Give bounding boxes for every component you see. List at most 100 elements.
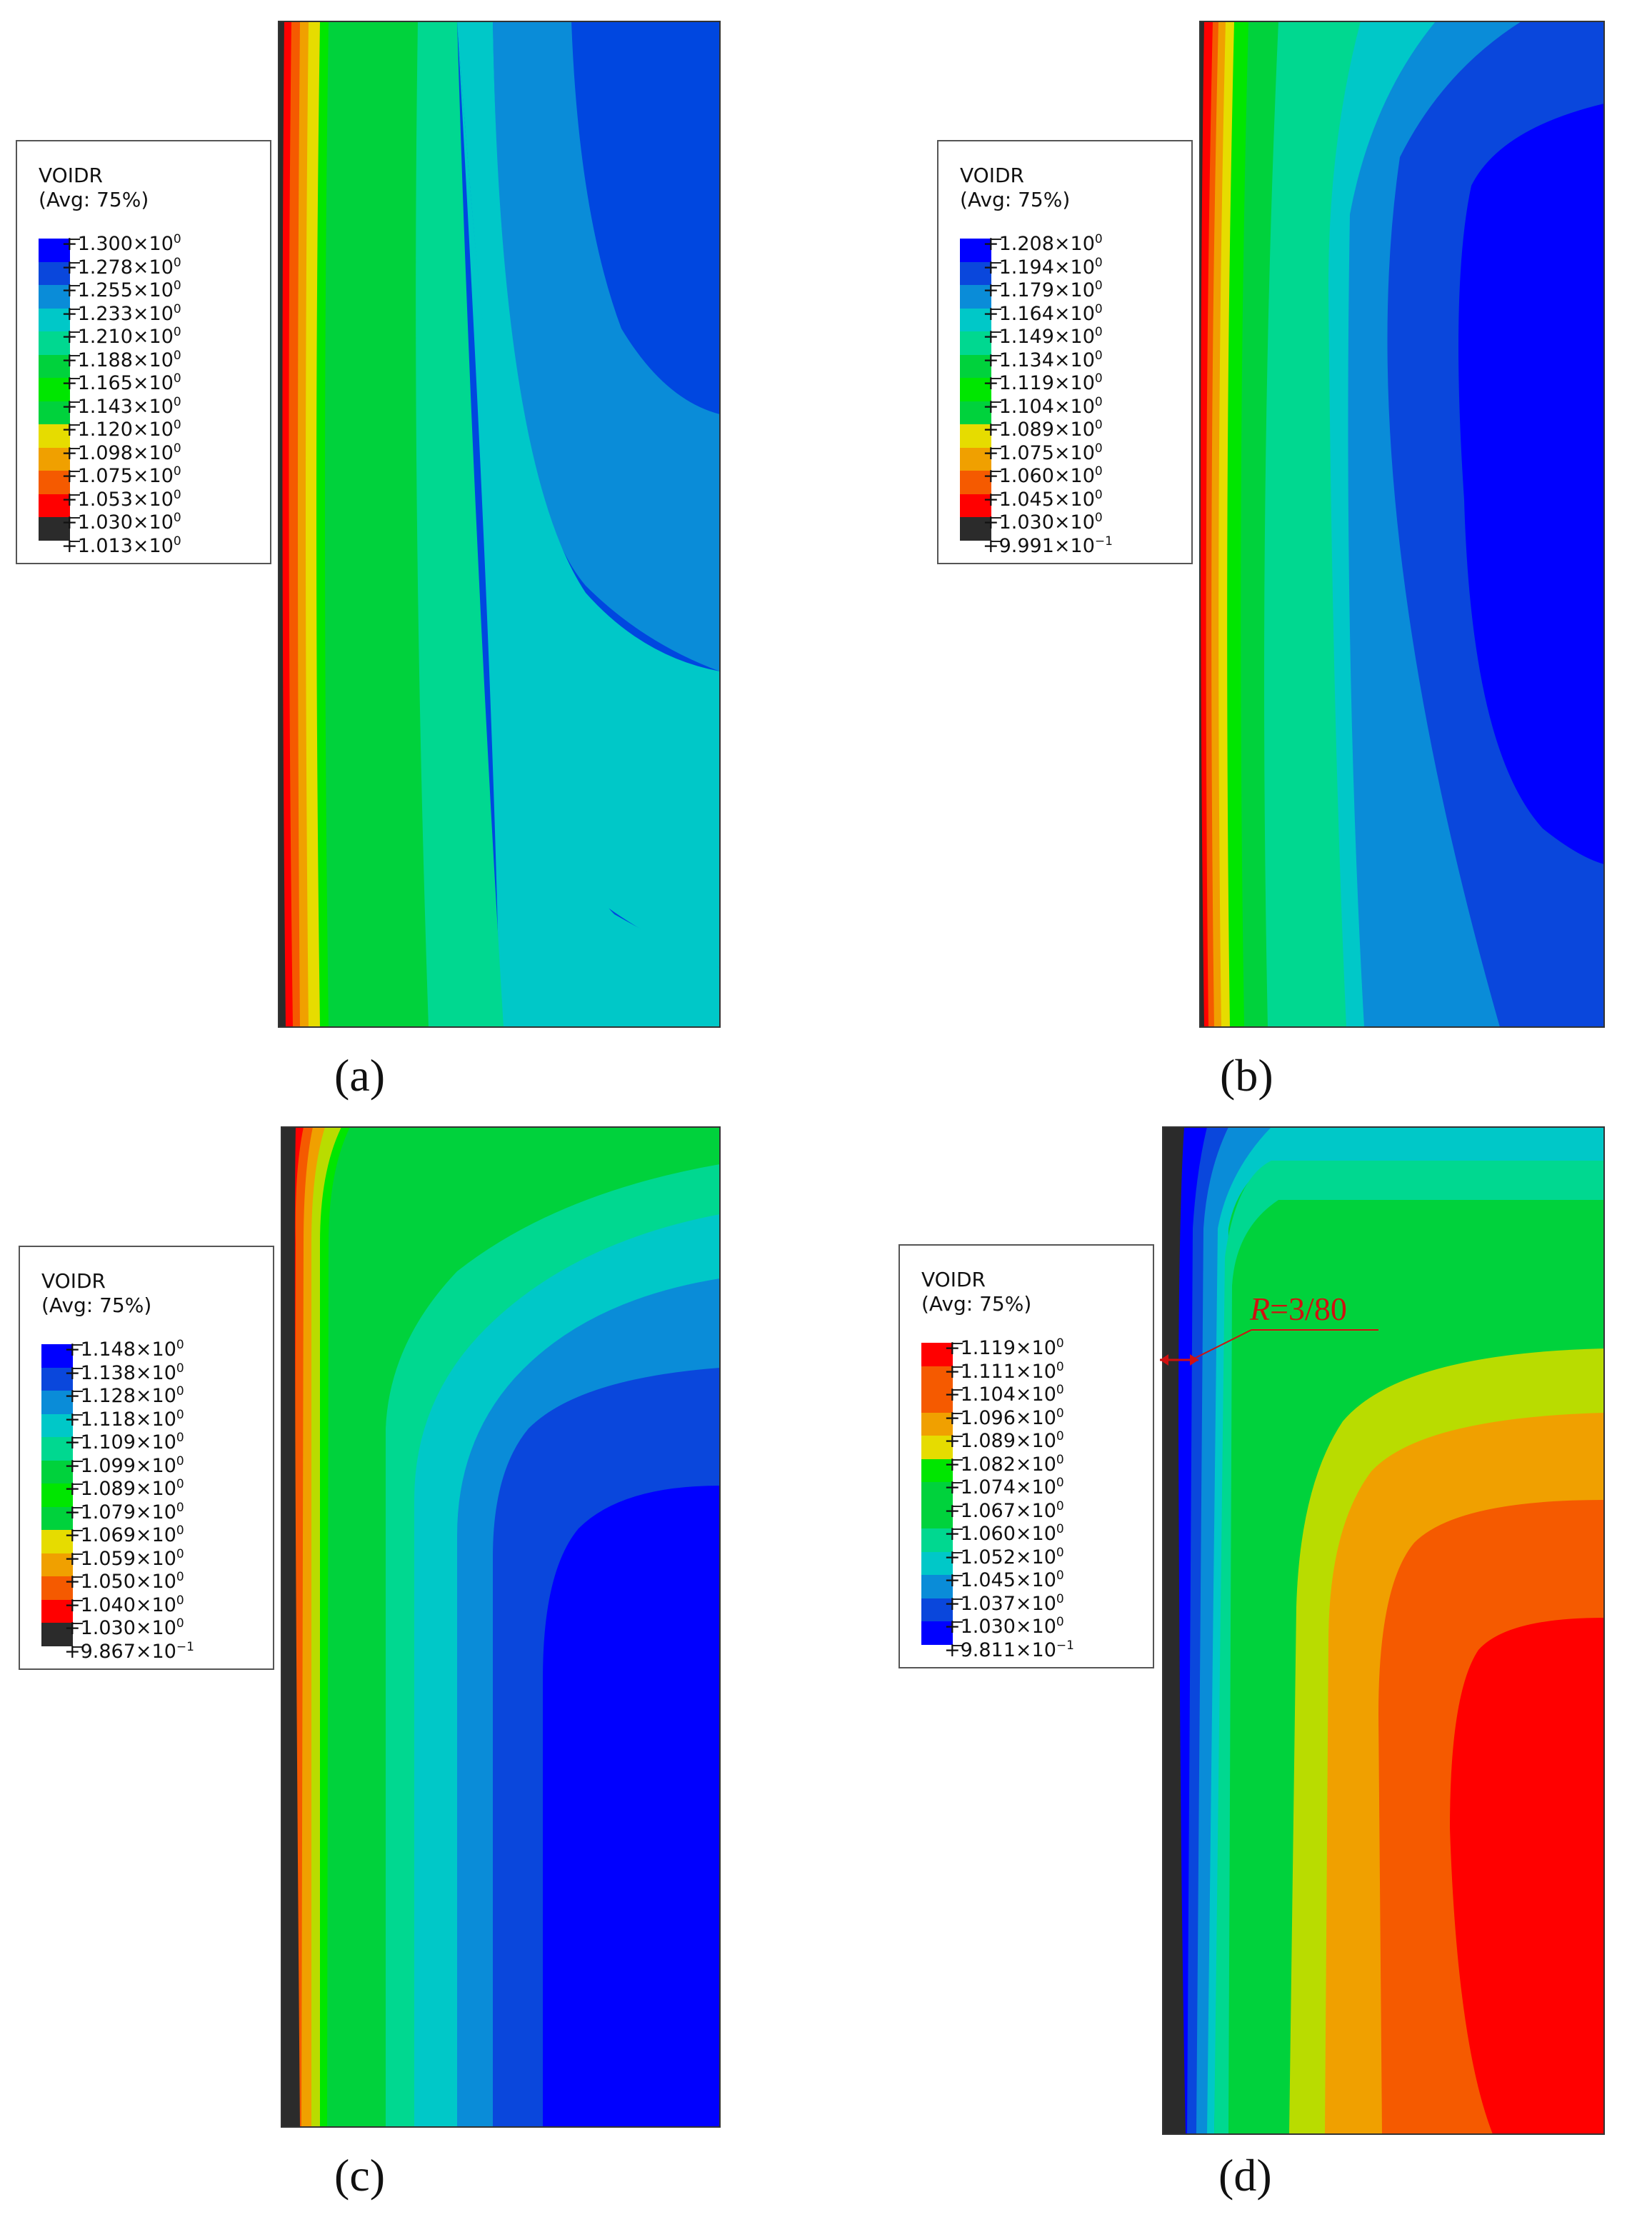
legend-label: +1.255×100	[61, 275, 181, 301]
legend-label: +1.074×100	[944, 1472, 1064, 1498]
legend-label-exponent: 0	[173, 232, 181, 246]
legend-band	[921, 1389, 953, 1413]
legend-subtitle: (Avg: 75%)	[41, 1293, 152, 1317]
legend-tick	[70, 331, 80, 333]
legend-tick	[70, 447, 80, 449]
legend-label: +1.119×100	[983, 368, 1103, 394]
legend-band	[921, 1505, 953, 1529]
legend-band	[921, 1482, 953, 1506]
legend-tick	[991, 239, 1001, 240]
legend-band	[39, 285, 70, 309]
legend-label-exponent: 0	[173, 441, 181, 456]
legend-label: +1.111×100	[944, 1356, 1064, 1383]
legend-label-exponent: 0	[1094, 511, 1103, 525]
legend-color-bar	[41, 1344, 83, 1648]
legend-label-exponent: −1	[176, 1639, 194, 1654]
legend-tick	[991, 401, 1001, 403]
legend-tick	[953, 1482, 963, 1483]
legend-label: +1.143×100	[61, 391, 181, 418]
legend-band	[921, 1458, 953, 1483]
legend-label: +1.059×100	[64, 1543, 184, 1570]
legend-label: +1.138×100	[64, 1358, 184, 1384]
legend-band	[39, 494, 70, 518]
legend-band	[960, 401, 991, 425]
legend-label-exponent: 0	[1056, 1336, 1064, 1351]
legend-label-mantissa: +1.143×10	[61, 395, 174, 418]
legend-title: VOIDR	[39, 164, 103, 187]
legend-label: +1.208×100	[983, 229, 1103, 255]
legend-tick	[70, 424, 80, 426]
legend-label: +1.030×100	[64, 1613, 184, 1639]
legend-label-exponent: 0	[173, 394, 181, 409]
legend-label-mantissa: +1.119×10	[983, 372, 1095, 394]
legend-label-mantissa: +1.165×10	[61, 372, 174, 394]
legend-color-bar	[39, 239, 80, 542]
legend-label-exponent: 0	[1094, 464, 1103, 479]
contour-plot-d	[1160, 1126, 1605, 2135]
legend-label-mantissa: +1.194×10	[983, 256, 1095, 279]
legend-title: VOIDR	[41, 1269, 106, 1293]
legend-band	[921, 1412, 953, 1436]
legend-label-exponent: 0	[173, 325, 181, 339]
legend-tick	[953, 1458, 963, 1461]
legend-band	[41, 1553, 73, 1577]
legend-label: +1.037×100	[944, 1588, 1064, 1615]
legend-label-exponent: 0	[1056, 1568, 1064, 1583]
legend-label-mantissa: +1.079×10	[64, 1501, 176, 1523]
legend-label-exponent: −1	[1056, 1638, 1074, 1653]
legend-label: +1.278×100	[61, 252, 181, 279]
legend-band	[39, 308, 70, 332]
legend-label: +1.179×100	[983, 275, 1103, 301]
legend-band	[960, 447, 991, 471]
caption-b: (b)	[1220, 1050, 1273, 1101]
legend-tick	[953, 1575, 963, 1576]
legend-tick	[953, 1644, 963, 1646]
legend-tick	[991, 424, 1001, 426]
legend-tick	[991, 354, 1001, 356]
legend-label: +1.067×100	[944, 1496, 1064, 1522]
legend-band	[960, 239, 991, 262]
legend-label-mantissa: +1.030×10	[64, 1617, 176, 1639]
legend-label: +1.210×100	[61, 321, 181, 348]
legend-label-mantissa: +1.052×10	[944, 1546, 1056, 1568]
legend-label-exponent: 0	[176, 1523, 184, 1538]
legend-label-mantissa: +1.128×10	[64, 1385, 176, 1407]
legend-tick	[73, 1506, 83, 1508]
legend-tick	[73, 1391, 83, 1392]
legend-band	[41, 1367, 73, 1391]
legend-label: +1.045×100	[944, 1565, 1064, 1591]
legend-label-exponent: 0	[173, 348, 181, 363]
legend-label: +9.991×10−1	[983, 531, 1113, 557]
legend-label: +1.149×100	[983, 321, 1103, 348]
legend-subtitle: (Avg: 75%)	[960, 188, 1071, 211]
contour-plot-c	[281, 1126, 721, 2128]
legend-label: +1.099×100	[64, 1451, 184, 1477]
legend-label-exponent: 0	[176, 1500, 184, 1515]
legend-label-exponent: 0	[1094, 487, 1103, 502]
legend-label-exponent: 0	[176, 1546, 184, 1561]
legend-band	[41, 1413, 73, 1438]
legend-tick	[953, 1436, 963, 1437]
legend-tick	[73, 1413, 83, 1416]
legend-label: +1.089×100	[64, 1473, 184, 1500]
legend-label-exponent: 0	[1094, 232, 1103, 246]
legend-label-exponent: 0	[173, 487, 181, 502]
legend-label: +1.128×100	[64, 1381, 184, 1407]
legend-band	[960, 494, 991, 518]
legend-band	[39, 331, 70, 355]
legend-label: +1.075×100	[61, 461, 181, 487]
legend-label-exponent: 0	[1056, 1359, 1064, 1374]
legend-label-exponent: 0	[1056, 1476, 1064, 1490]
legend-band	[41, 1483, 73, 1507]
legend-band	[960, 424, 991, 448]
legend-label: +1.045×100	[983, 484, 1103, 511]
legend-label-mantissa: +1.067×10	[944, 1499, 1056, 1522]
legend-band	[960, 331, 991, 355]
legend-label-exponent: 0	[1094, 394, 1103, 409]
legend-label-exponent: 0	[1056, 1522, 1064, 1536]
legend-tick	[73, 1437, 83, 1438]
legend-tick	[953, 1343, 963, 1344]
legend-band	[921, 1621, 953, 1645]
legend-label: +1.060×100	[944, 1518, 1064, 1545]
legend-tick	[70, 354, 80, 356]
